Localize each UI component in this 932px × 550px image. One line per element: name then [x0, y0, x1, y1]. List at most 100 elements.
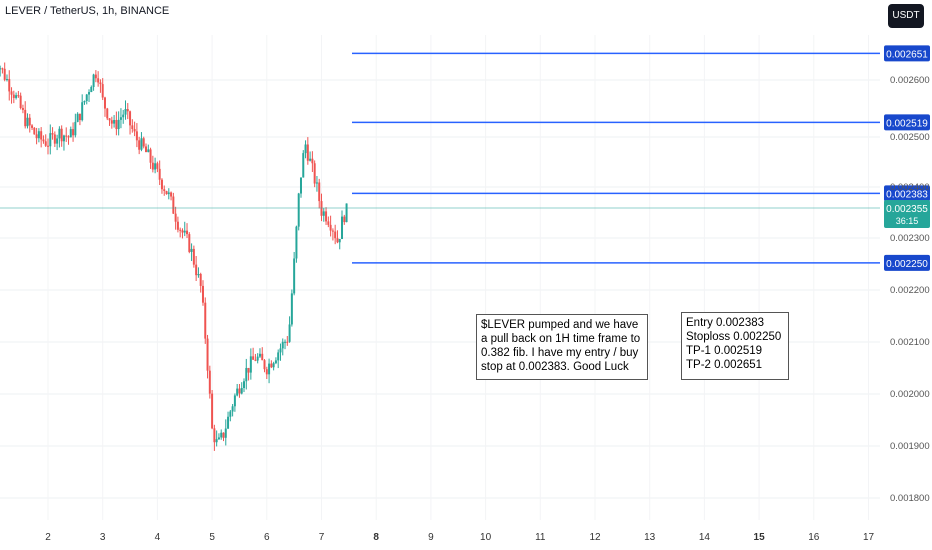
candle-body — [302, 153, 305, 178]
candle-body — [217, 437, 220, 440]
y-tick-label: 0.002400 — [890, 182, 930, 193]
candle-body — [179, 229, 182, 231]
candle-body — [293, 258, 296, 294]
candle-body — [31, 125, 34, 128]
candle-body — [315, 182, 318, 184]
candle-body — [338, 239, 341, 243]
candle-body — [174, 213, 177, 222]
candle-body — [103, 97, 106, 109]
candle-body — [195, 264, 198, 276]
current-price-label: 0.002355 — [886, 204, 928, 215]
candle-body — [101, 84, 104, 98]
candle-body — [204, 302, 207, 339]
candle-body — [42, 139, 45, 142]
candle-body — [206, 338, 209, 371]
candle-body — [201, 285, 204, 303]
candle-body — [325, 211, 328, 222]
candle-body — [160, 179, 163, 190]
levels-note[interactable]: Entry 0.002383 Stoploss 0.002250 TP-1 0.… — [681, 312, 789, 380]
candle-body — [115, 120, 118, 130]
x-tick-label: 12 — [589, 532, 601, 543]
candle-body — [284, 341, 287, 343]
candle-body — [268, 363, 271, 375]
candle-body — [65, 135, 68, 137]
candle-body — [133, 128, 136, 132]
level-lines[interactable]: 0.002651 0.002519 0.002383 0.002250 — [352, 45, 930, 271]
x-tick-label: 2 — [45, 532, 51, 543]
candle-body — [188, 234, 191, 252]
candle-body — [156, 163, 159, 169]
candle-body — [329, 224, 332, 231]
candle-body — [167, 192, 170, 195]
candle-body — [37, 131, 40, 139]
candle-body — [224, 428, 227, 438]
candle-body — [69, 129, 72, 138]
candle-body — [44, 141, 47, 146]
candle-body — [149, 149, 152, 163]
candle-body — [154, 163, 157, 170]
candle-body — [94, 74, 97, 79]
candle-body — [76, 113, 79, 122]
analysis-note[interactable]: $LEVER pumped and we have a pull back on… — [476, 314, 648, 380]
candle-body — [277, 352, 280, 361]
candle-body — [1, 68, 4, 70]
candle-body — [15, 95, 18, 98]
candle-body — [126, 109, 129, 112]
candle-body — [110, 120, 113, 124]
candle-body — [231, 406, 234, 412]
candle-body — [213, 428, 216, 443]
x-tick-label: 6 — [264, 532, 270, 543]
candle-body — [274, 360, 277, 364]
candle-body — [220, 432, 223, 438]
candle-body — [131, 125, 134, 129]
candle-body — [290, 293, 293, 325]
candle-body — [331, 230, 334, 232]
candle-body — [192, 248, 195, 265]
candle-body — [236, 388, 239, 396]
chart-title: LEVER / TetherUS, 1h, BINANCE — [5, 5, 170, 17]
candle-body — [299, 177, 302, 194]
candle-body — [147, 149, 150, 153]
candle-body — [90, 87, 93, 93]
x-tick-label: 11 — [535, 532, 546, 543]
candle-body — [334, 231, 337, 239]
x-tick-label: 3 — [100, 532, 106, 543]
candle-body — [0, 68, 2, 70]
x-tick-label: 5 — [209, 532, 215, 543]
candle-body — [186, 230, 189, 235]
level-price-tag — [884, 254, 930, 271]
y-tick-label: 0.002500 — [890, 132, 930, 143]
candle-body — [322, 211, 325, 216]
candle-body — [258, 353, 261, 357]
x-tick-label: 13 — [644, 532, 656, 543]
level-price-tag — [884, 45, 930, 62]
currency-button[interactable]: USDT — [888, 4, 924, 28]
x-tick-label: 16 — [808, 532, 820, 543]
candle-body — [172, 196, 175, 214]
candle-body — [5, 79, 8, 81]
candle-body — [238, 388, 241, 394]
candle-body — [343, 216, 346, 223]
candle-body — [288, 324, 291, 342]
candle-body — [92, 74, 95, 88]
candle-body — [138, 140, 141, 150]
candle-body — [270, 363, 273, 368]
candle-body — [311, 158, 314, 164]
candle-body — [281, 341, 284, 349]
candle-body — [97, 78, 100, 83]
current-price-tag — [884, 200, 930, 229]
candle-body — [304, 144, 307, 154]
candle-body — [222, 432, 225, 438]
candle-body — [211, 393, 214, 429]
candle-body — [12, 94, 15, 98]
candles — [0, 62, 348, 451]
level-price-label: 0.002250 — [886, 259, 928, 270]
candle-body — [263, 360, 266, 370]
candle-body — [35, 134, 38, 139]
candle-body — [99, 82, 102, 85]
candle-body — [3, 68, 6, 80]
x-axis: 2 3 4 5 6 7 8 9 10 11 12 13 14 15 16 17 — [45, 532, 874, 543]
candle-body — [124, 109, 127, 115]
